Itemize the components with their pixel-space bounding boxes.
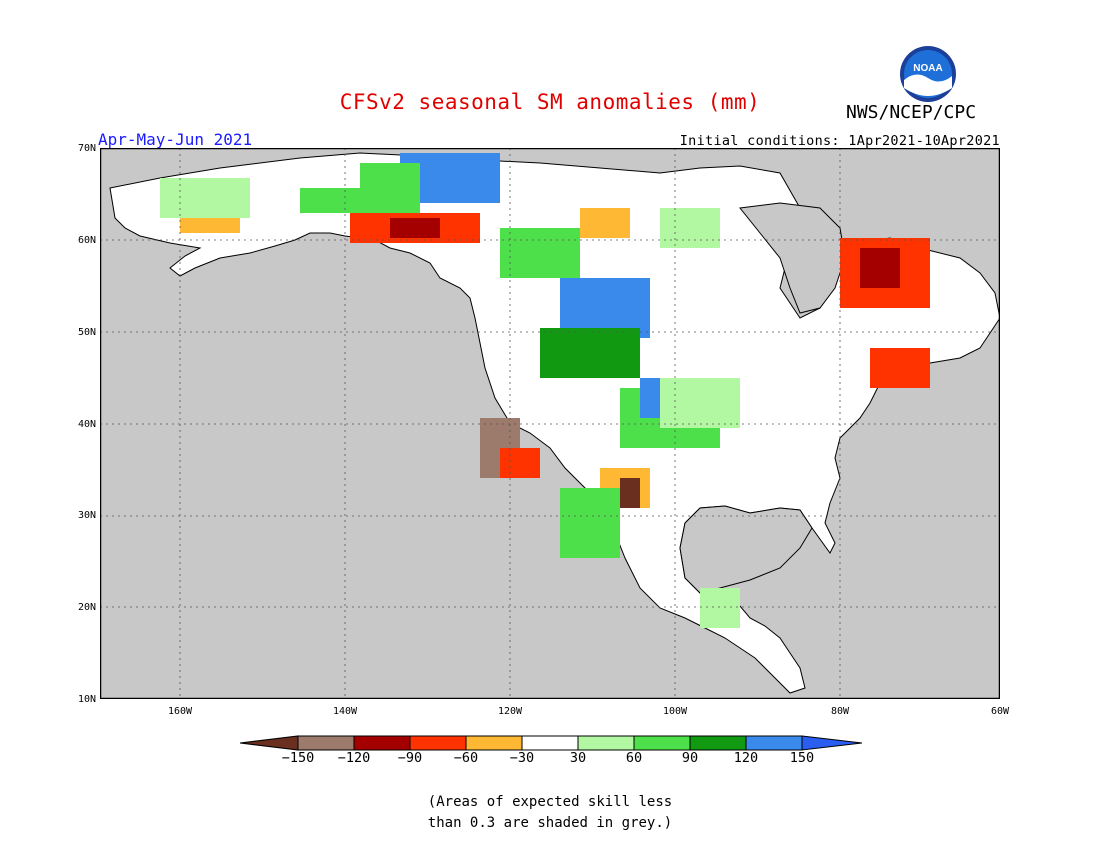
footnote-line: than 0.3 are shaded in grey.) (427, 815, 673, 831)
colorbar-tick-label: 90 (681, 750, 699, 766)
lat-label: 40N (77, 419, 96, 430)
colorbar-tick-label: −120 (337, 750, 371, 766)
colorbar-swatch (689, 735, 747, 751)
forecast-period: Apr-May-Jun 2021 (98, 130, 253, 149)
colorbar-swatch (521, 735, 579, 751)
lat-label: 10N (77, 694, 96, 705)
footnote-line: (Areas of expected skill less (427, 794, 673, 810)
lon-label: 120W (497, 706, 523, 717)
anomaly-patches (160, 153, 930, 628)
lat-label: 20N (77, 602, 96, 613)
colorbar-swatch (297, 735, 355, 751)
hudson-bay (739, 202, 846, 314)
colorbar-tick-label: 150 (789, 750, 815, 766)
colorbar-swatch (633, 735, 691, 751)
colorbar-swatch (745, 735, 803, 751)
colorbar-tick-label: −90 (397, 750, 423, 766)
lon-label: 100W (662, 706, 688, 717)
lat-label: 50N (77, 327, 96, 338)
colorbar-arrow-high (801, 735, 863, 751)
logo-text: NOAA (913, 63, 942, 74)
lat-label: 30N (77, 510, 96, 521)
colorbar-tick-label: 60 (625, 750, 643, 766)
initial-conditions: Initial conditions: 1Apr2021-10Apr2021 (679, 133, 1000, 149)
lat-label: 70N (77, 143, 96, 154)
map-title: CFSv2 seasonal SM anomalies (mm) (339, 90, 761, 114)
agency-label: NWS/NCEP/CPC (846, 102, 977, 123)
colorbar (239, 733, 863, 757)
colorbar-swatch (409, 735, 467, 751)
map-frame (99, 147, 1001, 700)
colorbar-swatch (465, 735, 523, 751)
lon-label: 60W (990, 706, 1010, 717)
colorbar-tick-label: −150 (281, 750, 315, 766)
anomaly-map (99, 147, 1001, 700)
lon-label: 140W (332, 706, 358, 717)
lon-label: 160W (167, 706, 193, 717)
skill-footnote: (Areas of expected skill less than 0.3 a… (0, 792, 1100, 834)
lat-label: 60N (77, 235, 96, 246)
colorbar-arrow-low (239, 735, 299, 751)
colorbar-tick-label: −60 (453, 750, 479, 766)
colorbar-tick-label: 30 (569, 750, 587, 766)
noaa-logo: NOAA (896, 44, 960, 108)
colorbar-swatch (353, 735, 411, 751)
gulf-of-mexico (679, 505, 813, 594)
lon-label: 80W (830, 706, 850, 717)
colorbar-swatch (577, 735, 635, 751)
colorbar-tick-label: 120 (733, 750, 759, 766)
colorbar-tick-label: −30 (509, 750, 535, 766)
lat-lon-grid (100, 148, 1000, 699)
